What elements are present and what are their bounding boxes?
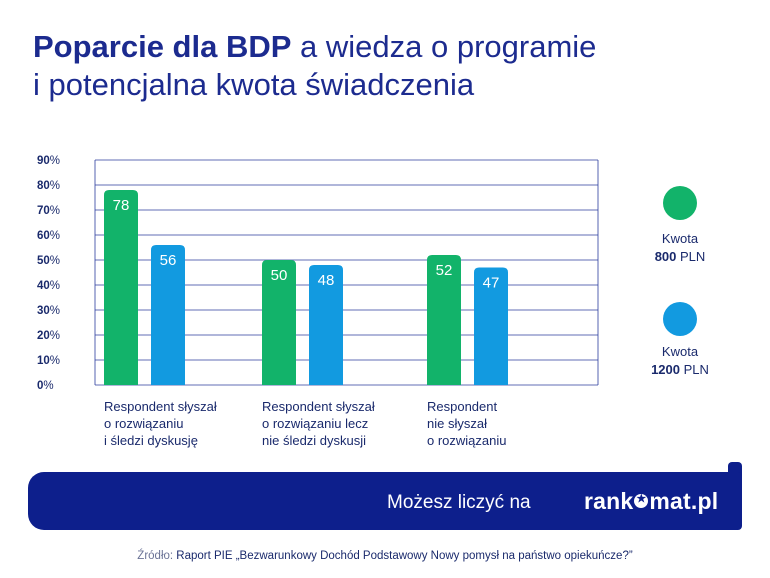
category-label-3: Respondent nie słyszał o rozwiązaniu bbox=[427, 398, 577, 449]
data-label-s1-c1: 78 bbox=[113, 197, 130, 214]
chart-title: Poparcie dla BDP a wiedza o programie i … bbox=[33, 28, 596, 104]
cat3-line3: o rozwiązaniu bbox=[427, 433, 507, 448]
bar-s1-c3 bbox=[427, 255, 461, 385]
y-tick-label-10: 10% bbox=[37, 355, 60, 367]
title-bold: Poparcie dla BDP bbox=[33, 29, 292, 64]
data-label-s2-c2: 48 bbox=[318, 272, 335, 289]
cat1-line1: Respondent słyszał bbox=[104, 399, 217, 414]
category-label-1: Respondent słyszał o rozwiązaniu i śledz… bbox=[104, 398, 254, 449]
cat2-line3: nie śledzi dyskusji bbox=[262, 433, 367, 448]
data-label-s2-c1: 56 bbox=[160, 252, 177, 269]
cat1-line3: i śledzi dyskusję bbox=[104, 433, 198, 448]
y-tick-label-40: 40% bbox=[37, 280, 60, 292]
bar-s1-c2 bbox=[262, 260, 296, 385]
brand-part1: rank bbox=[584, 488, 634, 514]
data-label-s1-c3: 52 bbox=[436, 262, 453, 279]
star-icon bbox=[634, 492, 649, 509]
banner-text: Możesz liczyć na bbox=[387, 492, 531, 513]
legend-swatch-1200 bbox=[663, 302, 697, 336]
source-text: Raport PIE „Bezwarunkowy Dochód Podstawo… bbox=[173, 550, 633, 562]
y-tick-label-70: 70% bbox=[37, 205, 60, 217]
cat3-line1: Respondent bbox=[427, 399, 498, 414]
brand-banner bbox=[28, 472, 742, 530]
cat1-line2: o rozwiązaniu bbox=[104, 416, 184, 431]
legend-800-label: Kwota bbox=[661, 231, 699, 246]
legend-swatch-800 bbox=[663, 186, 697, 220]
title-rest: a wiedza o programie bbox=[291, 29, 597, 64]
bar-s2-c3 bbox=[474, 267, 508, 385]
title-line2: i potencjalna kwota świadczenia bbox=[33, 67, 475, 102]
legend-label-800: Kwota 800 PLN bbox=[625, 230, 735, 266]
y-tick-label-50: 50% bbox=[37, 255, 60, 267]
y-tick-label-30: 30% bbox=[37, 305, 60, 317]
legend-1200-value: 1200 bbox=[651, 362, 680, 377]
source-label: Źródło: bbox=[137, 550, 174, 562]
bar-chart: 0% 10% 20% 30% 40% 50% 60% 70% 80% 90% 78 50 52 56 48 4… bbox=[37, 155, 599, 392]
legend-label-1200: Kwota 1200 PLN bbox=[625, 343, 735, 379]
category-label-2: Respondent słyszał o rozwiązaniu lecz ni… bbox=[262, 398, 412, 449]
brand-part2: mat.pl bbox=[649, 488, 719, 514]
legend-800-unit: PLN bbox=[680, 249, 706, 264]
cat3-line2: nie słyszał bbox=[427, 416, 487, 431]
y-tick-label-20: 20% bbox=[37, 330, 60, 342]
bar-s1-c1 bbox=[104, 190, 138, 385]
legend-1200-label: Kwota bbox=[661, 344, 699, 359]
data-label-s1-c2: 50 bbox=[271, 267, 288, 284]
bar-s2-c2 bbox=[309, 265, 343, 385]
cat2-line2: o rozwiązaniu lecz bbox=[262, 416, 369, 431]
y-tick-label-0: 0% bbox=[37, 380, 54, 392]
y-tick-label-60: 60% bbox=[37, 230, 60, 242]
y-tick-label-90: 90% bbox=[37, 155, 60, 167]
cat2-line1: Respondent słyszał bbox=[262, 399, 375, 414]
legend-800-value: 800 bbox=[654, 249, 677, 264]
brand-logo: rank mat.pl bbox=[584, 488, 718, 515]
legend-1200-unit: PLN bbox=[683, 362, 709, 377]
bar-s2-c1 bbox=[151, 245, 185, 385]
data-label-s2-c3: 47 bbox=[483, 275, 500, 292]
source-note: Źródło: Raport PIE „Bezwarunkowy Dochód … bbox=[0, 550, 770, 562]
y-tick-label-80: 80% bbox=[37, 180, 60, 192]
